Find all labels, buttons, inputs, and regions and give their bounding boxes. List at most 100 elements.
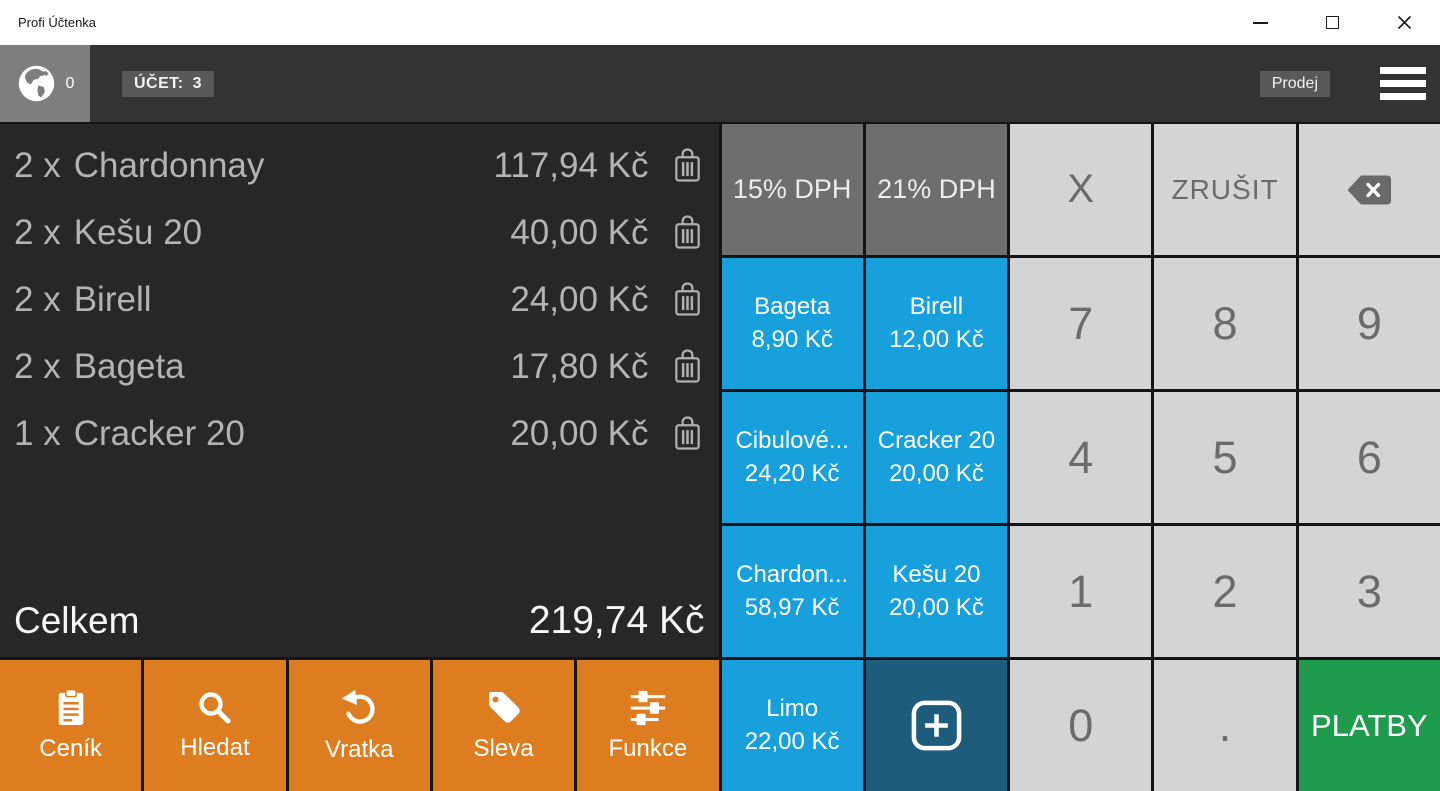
item-price: 24,00 Kč xyxy=(510,279,649,319)
mode-button[interactable]: Prodej xyxy=(1259,70,1330,97)
receipt-item: 1 x Cracker 20 20,00 Kč xyxy=(14,400,705,467)
multiply-key[interactable]: X xyxy=(1010,124,1152,255)
digit-4-key[interactable]: 4 xyxy=(1010,392,1152,523)
trash-icon xyxy=(674,349,700,383)
item-name: Birell xyxy=(73,279,152,319)
digit-7-key[interactable]: 7 xyxy=(1010,258,1152,389)
digit-3-key[interactable]: 3 xyxy=(1298,526,1440,657)
delete-item-button[interactable] xyxy=(671,415,705,452)
payments-button[interactable]: PLATBY xyxy=(1298,660,1440,791)
add-product-icon xyxy=(911,700,962,751)
product-price: 22,00 Kč xyxy=(744,728,840,755)
receipt-item: 2 x Bageta 17,80 Kč xyxy=(14,333,705,400)
search-button[interactable]: Hledat xyxy=(144,660,286,791)
account-label: ÚČET: xyxy=(134,74,184,92)
receipt-item: 2 x Chardonnay 117,94 Kč xyxy=(14,132,705,199)
item-qty: 2 x xyxy=(14,346,61,386)
action-label: Ceník xyxy=(39,735,102,762)
add-product-tile[interactable] xyxy=(865,660,1008,791)
item-price: 117,94 Kč xyxy=(493,145,649,185)
hamburger-menu-icon xyxy=(1380,67,1426,74)
trash-icon xyxy=(674,215,700,249)
account-badge[interactable]: ÚČET: 3 xyxy=(122,70,215,97)
product-price: 58,97 Kč xyxy=(744,594,840,621)
globe-button[interactable]: 0 xyxy=(0,45,90,122)
receipt-panel: 2 x Chardonnay 117,94 Kč 2 x Kešu 20 40,… xyxy=(0,124,719,657)
header-right: Prodej xyxy=(1259,45,1440,122)
product-name: Cracker 20 xyxy=(877,427,996,455)
product-tile[interactable]: Bageta 8,90 Kč xyxy=(721,258,863,389)
product-tile[interactable]: Cracker 20 20,00 Kč xyxy=(865,392,1008,523)
action-label: Vratka xyxy=(325,736,394,763)
return-button[interactable]: Vratka xyxy=(288,660,430,791)
receipt-total-row: Celkem 219,74 Kč xyxy=(14,599,705,653)
product-name: Cibulové... xyxy=(735,427,849,455)
tax-21-tile[interactable]: 21% DPH xyxy=(865,124,1008,255)
receipt-item: 2 x Birell 24,00 Kč xyxy=(14,266,705,333)
item-price: 40,00 Kč xyxy=(510,212,649,252)
digit-9-key[interactable]: 9 xyxy=(1298,258,1440,389)
discount-button[interactable]: Sleva xyxy=(432,660,575,791)
action-label: Sleva xyxy=(473,735,534,762)
window-controls xyxy=(1224,0,1440,45)
close-button[interactable] xyxy=(1368,0,1440,45)
header: 0 ÚČET: 3 Prodej xyxy=(0,45,1440,122)
functions-button[interactable]: Funkce xyxy=(577,660,719,791)
product-tile[interactable]: Birell 12,00 Kč xyxy=(865,258,1008,389)
delete-item-button[interactable] xyxy=(671,147,705,184)
delete-item-button[interactable] xyxy=(671,348,705,385)
product-tile[interactable]: Cibulové... 24,20 Kč xyxy=(721,392,863,523)
digit-6-key[interactable]: 6 xyxy=(1298,392,1440,523)
backspace-key[interactable] xyxy=(1298,124,1440,255)
maximize-icon xyxy=(1325,16,1339,29)
functions-sliders-icon xyxy=(630,690,666,726)
maximize-button[interactable] xyxy=(1296,0,1368,45)
search-icon xyxy=(199,692,231,724)
item-name: Bageta xyxy=(73,346,185,386)
discount-tag-icon xyxy=(488,692,520,723)
menu-button[interactable] xyxy=(1376,63,1430,104)
product-name: Chardon... xyxy=(736,561,849,589)
delete-item-button[interactable] xyxy=(671,281,705,318)
product-tile[interactable]: Chardon... 58,97 Kč xyxy=(721,526,863,657)
title-bar: Profi Účtenka xyxy=(0,0,1440,45)
account-value: 3 xyxy=(192,74,203,92)
item-qty: 2 x xyxy=(14,212,61,252)
digit-5-key[interactable]: 5 xyxy=(1154,392,1296,523)
backspace-icon xyxy=(1347,175,1392,204)
decimal-key[interactable]: . xyxy=(1154,660,1296,791)
trash-icon xyxy=(674,148,700,182)
pricelist-clipboard-icon xyxy=(58,688,83,725)
product-name: Limo xyxy=(766,695,819,723)
receipt-item: 2 x Kešu 20 40,00 Kč xyxy=(14,199,705,266)
item-qty: 1 x xyxy=(14,413,61,453)
trash-icon xyxy=(674,416,700,450)
globe-count: 0 xyxy=(65,74,75,92)
product-name: Kešu 20 xyxy=(892,561,981,589)
product-price: 20,00 Kč xyxy=(889,460,984,487)
cancel-key[interactable]: ZRUŠIT xyxy=(1154,124,1296,255)
item-price: 17,80 Kč xyxy=(510,346,649,386)
delete-item-button[interactable] xyxy=(671,214,705,251)
item-name: Kešu 20 xyxy=(73,212,203,252)
digit-2-key[interactable]: 2 xyxy=(1154,526,1296,657)
main-area: 2 x Chardonnay 117,94 Kč 2 x Kešu 20 40,… xyxy=(0,122,1440,791)
product-price: 8,90 Kč xyxy=(751,326,833,353)
pricelist-button[interactable]: Ceník xyxy=(0,660,142,791)
digit-0-key[interactable]: 0 xyxy=(1010,660,1152,791)
minimize-button[interactable] xyxy=(1224,0,1296,45)
product-name: Bageta xyxy=(754,293,831,321)
item-name: Chardonnay xyxy=(73,145,265,185)
item-qty: 2 x xyxy=(14,279,61,319)
item-price: 20,00 Kč xyxy=(510,413,649,453)
undo-arrow-icon xyxy=(342,689,375,724)
app-title: Profi Účtenka xyxy=(18,15,97,30)
item-name: Cracker 20 xyxy=(73,413,245,453)
item-qty: 2 x xyxy=(14,145,61,185)
digit-1-key[interactable]: 1 xyxy=(1010,526,1152,657)
product-tile[interactable]: Limo 22,00 Kč xyxy=(721,660,863,791)
digit-8-key[interactable]: 8 xyxy=(1154,258,1296,389)
tax-15-tile[interactable]: 15% DPH xyxy=(721,124,863,255)
product-tile[interactable]: Kešu 20 20,00 Kč xyxy=(865,526,1008,657)
close-icon xyxy=(1397,15,1411,30)
